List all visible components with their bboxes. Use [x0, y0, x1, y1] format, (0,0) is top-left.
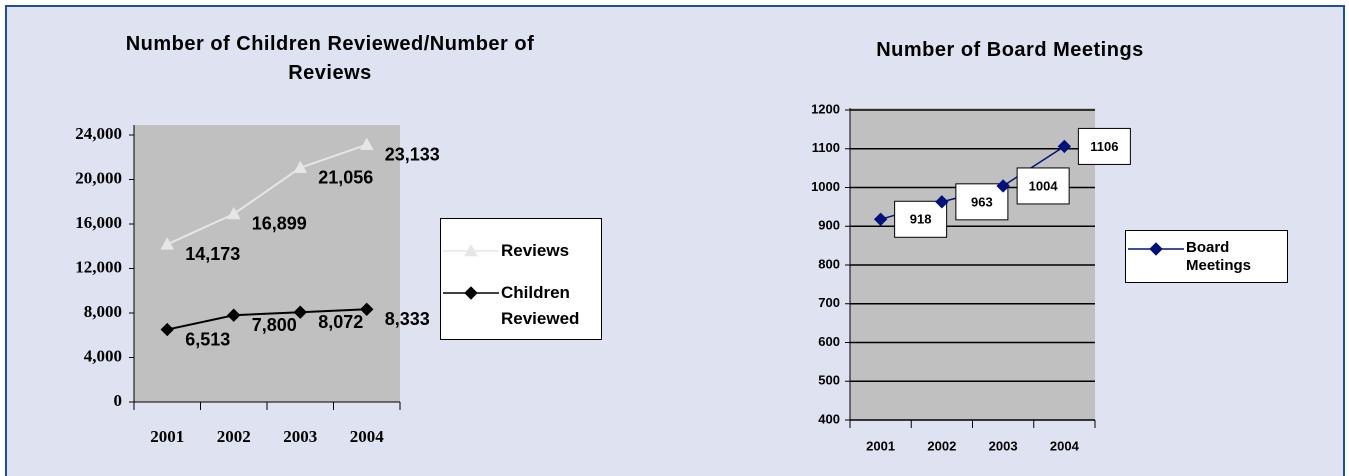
- plot-area: [134, 125, 400, 402]
- y-tick-label: 20,000: [75, 168, 122, 187]
- data-label-box: [894, 200, 948, 238]
- data-label-box: [1077, 127, 1131, 165]
- legend-swatch: [443, 243, 499, 257]
- marker: [1057, 139, 1072, 154]
- marker: [226, 206, 241, 220]
- data-label-box: [955, 183, 1009, 221]
- x-tick-label: 2002: [217, 427, 251, 446]
- series-line: [167, 308, 367, 331]
- data-label: 6,513: [185, 329, 230, 349]
- legend: Reviews Children Reviewed: [440, 218, 602, 340]
- marker: [359, 137, 374, 150]
- legend-item: Children Reviewed: [441, 283, 597, 332]
- x-tick-label: 2001: [866, 438, 895, 453]
- data-label: 21,056: [318, 168, 373, 188]
- x-tick-label: 2004: [1050, 438, 1080, 453]
- y-tick-label: 700: [818, 295, 840, 310]
- data-label: 14,173: [185, 244, 240, 264]
- y-tick-label: 800: [818, 256, 840, 271]
- y-tick-label: 24,000: [75, 124, 122, 143]
- y-tick-label: 1100: [812, 140, 840, 155]
- y-tick-label: 12,000: [75, 257, 122, 276]
- data-label: 23,133: [385, 144, 440, 164]
- legend-marker: [1149, 242, 1163, 256]
- legend-swatch: [1128, 242, 1184, 256]
- x-tick-label: 2004: [350, 427, 385, 446]
- legend-swatch: [443, 286, 499, 300]
- legend-marker: [464, 243, 478, 257]
- y-tick-label: 4,000: [84, 346, 122, 365]
- marker: [160, 237, 175, 250]
- x-tick-label: 2003: [283, 427, 317, 446]
- marker: [293, 305, 307, 319]
- chart-title: Number of Board Meetings: [876, 39, 1144, 61]
- data-label: 16,899: [252, 214, 307, 234]
- data-label: 963: [971, 194, 993, 209]
- legend-marker: [464, 286, 478, 300]
- marker: [935, 195, 949, 209]
- chart-title: Number of Children Reviewed/Number of Re…: [125, 33, 535, 84]
- y-tick-label: 1200: [811, 101, 840, 116]
- legend-label: Reviews: [501, 241, 570, 260]
- series-line: [166, 143, 368, 246]
- marker: [227, 308, 241, 322]
- y-tick-label: 900: [818, 218, 840, 233]
- y-tick-label: 16,000: [75, 213, 122, 232]
- data-label-box: [1016, 167, 1070, 205]
- legend-label: Board Meetings: [1186, 239, 1252, 274]
- legend: Board Meetings: [1125, 230, 1288, 283]
- plot-area: [850, 108, 1095, 420]
- y-tick-label: 0: [114, 391, 123, 410]
- data-label: 8,333: [385, 309, 430, 329]
- data-label: 1106: [1090, 139, 1118, 154]
- data-label: 1004: [1029, 178, 1059, 193]
- y-tick-label: 8,000: [84, 302, 122, 321]
- y-tick-label: 400: [818, 411, 840, 426]
- y-tick-label: 600: [818, 334, 840, 349]
- data-label: 8,072: [318, 312, 363, 332]
- x-tick-label: 2003: [989, 438, 1018, 453]
- marker: [160, 322, 174, 337]
- y-tick-label: 1000: [811, 179, 840, 194]
- marker: [360, 302, 374, 317]
- marker: [996, 179, 1010, 193]
- x-tick-label: 2002: [927, 438, 956, 453]
- data-label: 918: [910, 212, 932, 227]
- legend-label: Children Reviewed: [501, 283, 580, 328]
- x-tick-label: 2001: [150, 427, 184, 446]
- data-label: 7,800: [252, 315, 297, 335]
- y-tick-label: 500: [818, 373, 840, 388]
- legend-item: Board Meetings: [1126, 239, 1286, 275]
- marker: [873, 212, 888, 226]
- legend-item: Reviews: [441, 241, 597, 264]
- marker: [293, 160, 308, 174]
